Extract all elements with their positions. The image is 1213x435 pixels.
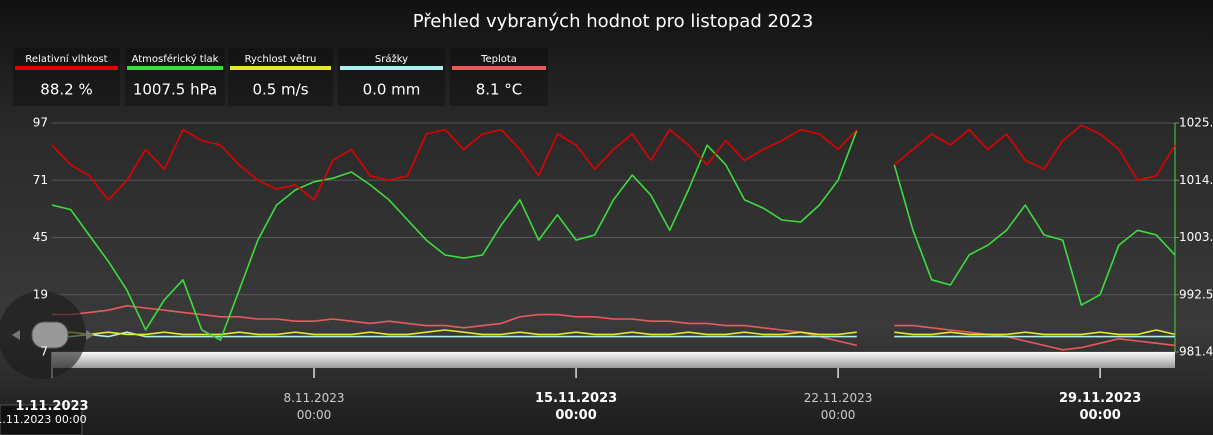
series-line xyxy=(51,329,1176,336)
legend-box xyxy=(125,48,225,106)
series-line xyxy=(51,129,1176,341)
legend-box xyxy=(450,48,548,106)
x-tick-label: 1.11.2023 xyxy=(15,399,88,414)
legend-swatch xyxy=(452,66,546,70)
legend-current: 0.5 m/s xyxy=(252,81,308,99)
y-tick-label: 71 xyxy=(33,173,48,187)
legend-current: 88.2 % xyxy=(40,81,92,99)
legend-name: Srážky xyxy=(375,53,408,65)
scroll-thumb[interactable] xyxy=(31,321,69,349)
legend-current: 0.0 mm xyxy=(363,81,421,99)
navigator-bar[interactable] xyxy=(52,352,1175,368)
y2-tick-label: 992.5 xyxy=(1179,287,1213,301)
tooltip-box xyxy=(0,404,83,435)
legend-swatch xyxy=(340,66,443,70)
y2-tick-label: 1025. xyxy=(1179,116,1213,130)
legend-name: Teplota xyxy=(480,54,517,65)
legend-swatch xyxy=(230,66,331,70)
x-tick-label: 8.11.2023 00:00 xyxy=(283,391,344,422)
legend-box xyxy=(338,48,445,106)
y2-tick-label: 1003. xyxy=(1179,230,1213,244)
legend-current: 8.1 °C xyxy=(476,81,523,99)
legend-name: Relativní vlhkost xyxy=(25,53,107,65)
series-line xyxy=(51,124,1176,201)
x-tick-label: 15.11.2023 00:00 xyxy=(535,391,617,423)
legend-swatch xyxy=(15,66,118,70)
legend-box xyxy=(228,48,333,106)
y2-tick-label: 981.4 xyxy=(1179,345,1213,359)
x-tick-label: 29.11.2023 00:00 xyxy=(1059,391,1141,423)
chart-title: Přehled vybraných hodnot pro listopad 20… xyxy=(413,11,814,32)
legend-current: 1007.5 hPa xyxy=(133,81,217,99)
y2-tick-label: 1014. xyxy=(1179,173,1213,187)
y-tick-label: 19 xyxy=(33,287,48,301)
legend-name: Atmosférický tlak xyxy=(132,53,219,65)
y-tick-label: 97 xyxy=(33,116,48,130)
series-line xyxy=(52,331,1175,338)
y-tick-label: 7 xyxy=(40,345,48,359)
legend-swatch xyxy=(127,66,223,70)
series-line xyxy=(52,305,1176,351)
x-tick-label: 22.11.2023 00:00 xyxy=(804,391,873,422)
legend-name: Rychlost větru xyxy=(245,53,317,65)
legend-box xyxy=(13,48,120,106)
tooltip: 1.11.2023 00:00 xyxy=(0,413,87,426)
y-tick-label: 45 xyxy=(33,230,48,244)
